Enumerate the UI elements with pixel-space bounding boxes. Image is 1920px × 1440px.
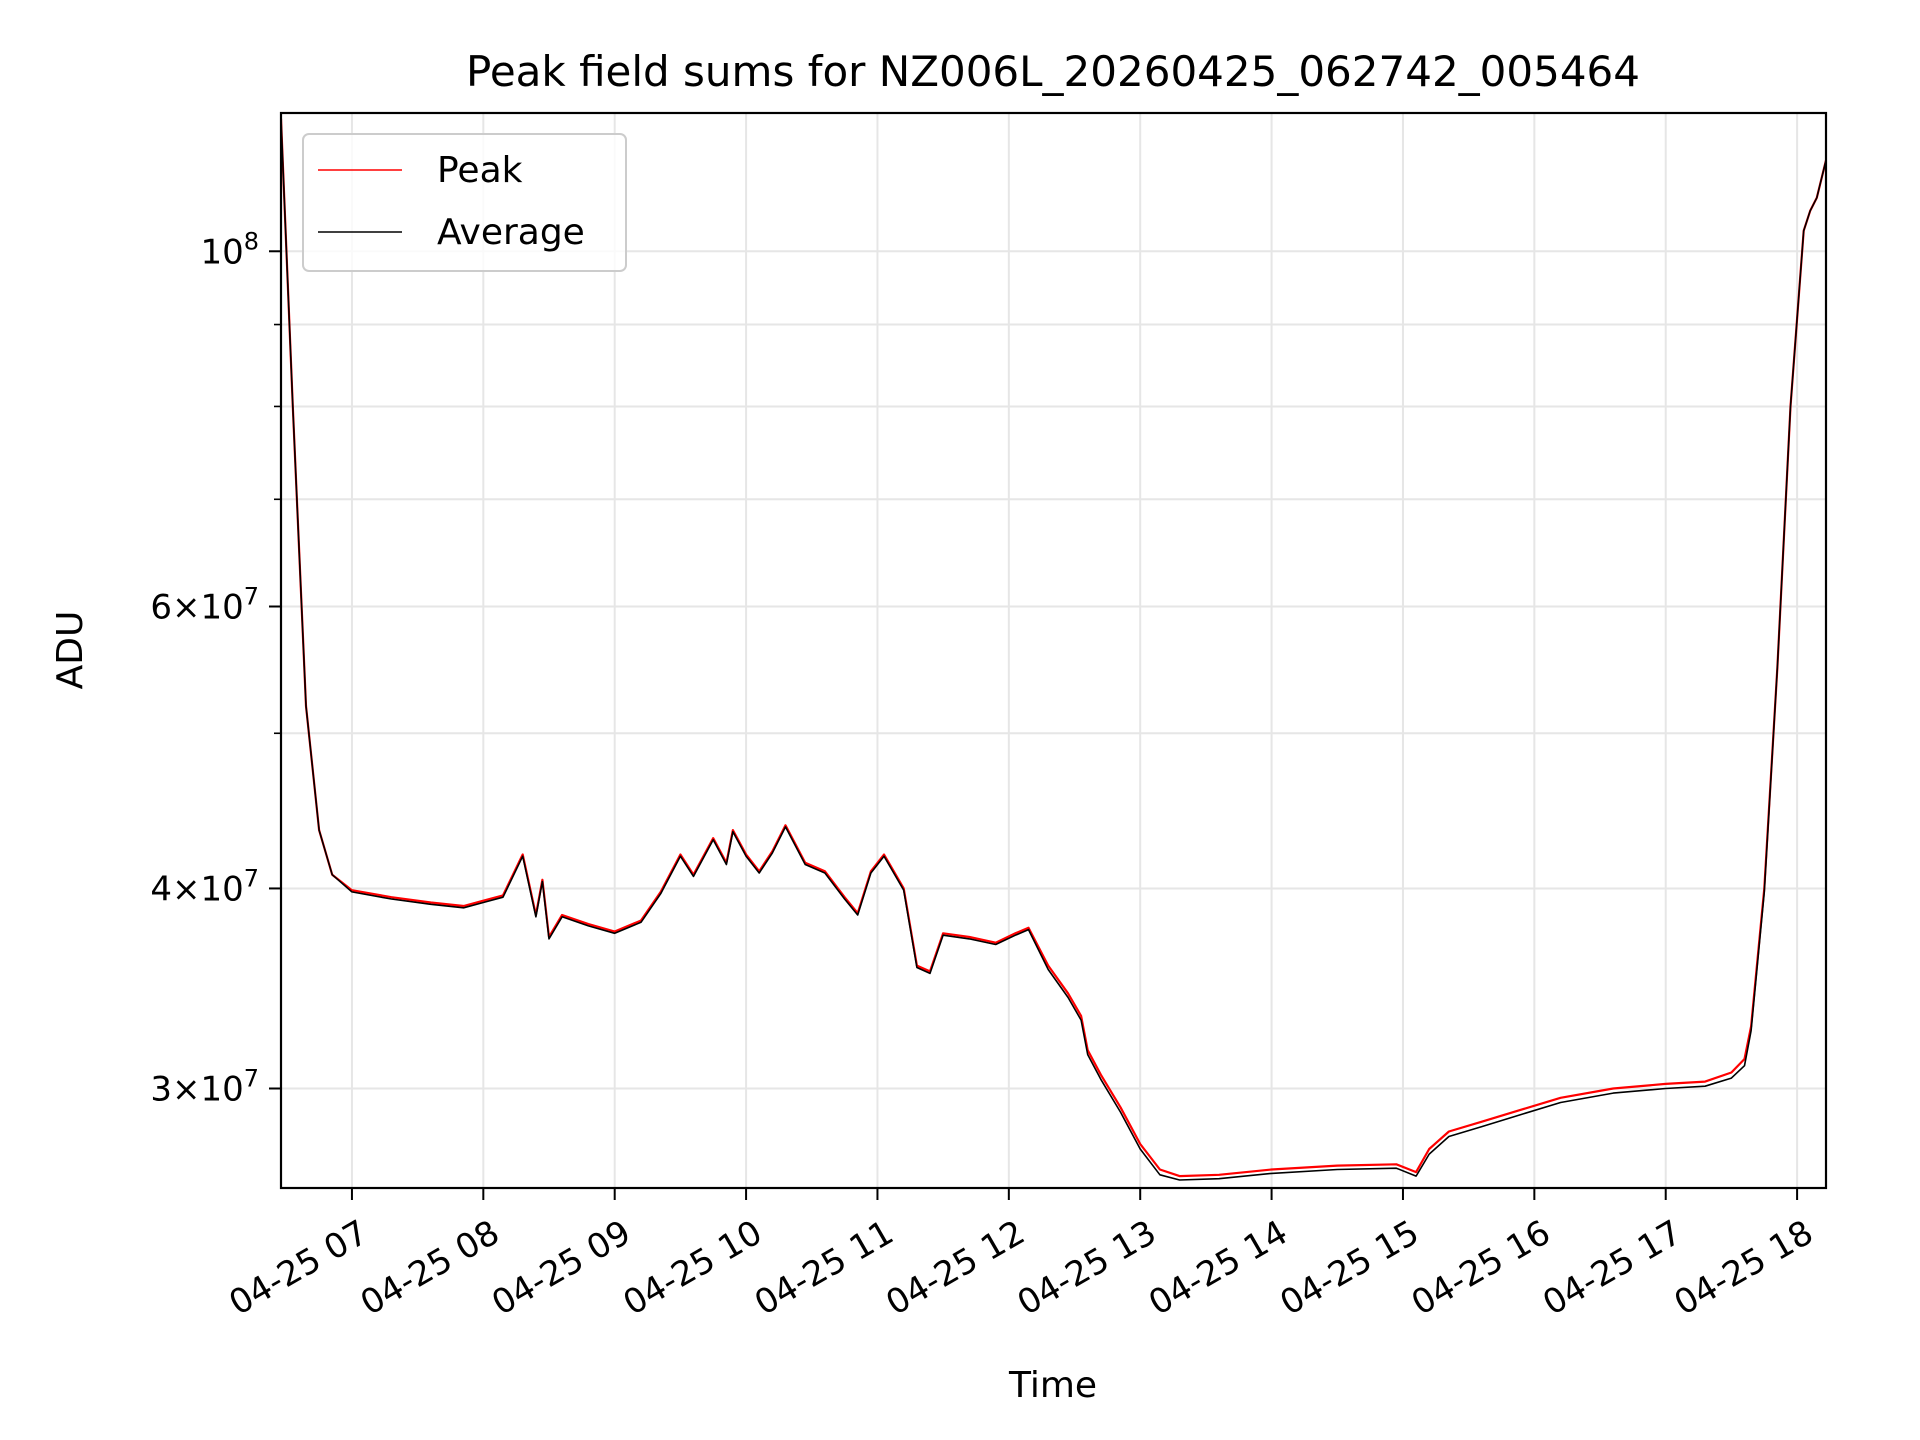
chart-title: Peak field sums for NZ006L_20260425_0627… (466, 47, 1640, 96)
series-group (281, 118, 1826, 1181)
legend: Peak Average (302, 133, 627, 272)
y-tick-label: 3×107 (150, 1064, 259, 1109)
legend-label-average: Average (437, 212, 585, 253)
legend-label-peak: Peak (437, 150, 523, 191)
x-axis-label: Time (1008, 1365, 1097, 1406)
series-line-average (281, 118, 1826, 1181)
y-tick-label: 4×107 (150, 864, 259, 909)
plot-frame (279, 111, 1828, 1190)
y-tick-label: 6×107 (150, 582, 259, 627)
legend-box (302, 133, 627, 272)
plot-area (281, 113, 1826, 1188)
y-axis-label: ADU (50, 611, 91, 690)
grid (281, 113, 1826, 1188)
y-tick-label: 108 (200, 227, 259, 272)
